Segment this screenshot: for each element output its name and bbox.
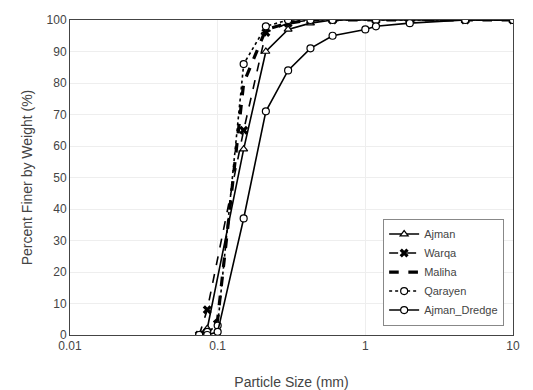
svg-text:50: 50 — [53, 171, 67, 185]
svg-text:0.01: 0.01 — [58, 339, 82, 353]
svg-text:Particle Size (mm): Particle Size (mm) — [234, 374, 348, 390]
svg-text:40: 40 — [53, 202, 67, 216]
svg-text:1: 1 — [362, 339, 369, 353]
svg-text:30: 30 — [53, 234, 67, 248]
svg-text:20: 20 — [53, 265, 67, 279]
svg-text:100: 100 — [47, 13, 67, 27]
svg-text:10: 10 — [53, 297, 67, 311]
svg-text:80: 80 — [53, 76, 67, 90]
svg-text:0.1: 0.1 — [209, 339, 226, 353]
svg-text:Maliha: Maliha — [424, 266, 457, 278]
svg-text:10: 10 — [506, 339, 520, 353]
svg-text:0: 0 — [60, 328, 67, 342]
svg-text:Percent Finer by Weight (%): Percent Finer by Weight (%) — [19, 90, 35, 266]
svg-text:Ajman: Ajman — [424, 228, 455, 240]
svg-text:Ajman_Dredge: Ajman_Dredge — [424, 304, 497, 316]
svg-text:Warqa: Warqa — [424, 247, 457, 259]
svg-text:60: 60 — [53, 139, 67, 153]
svg-text:70: 70 — [53, 108, 67, 122]
svg-text:Qarayen: Qarayen — [424, 285, 466, 297]
svg-text:90: 90 — [53, 45, 67, 59]
